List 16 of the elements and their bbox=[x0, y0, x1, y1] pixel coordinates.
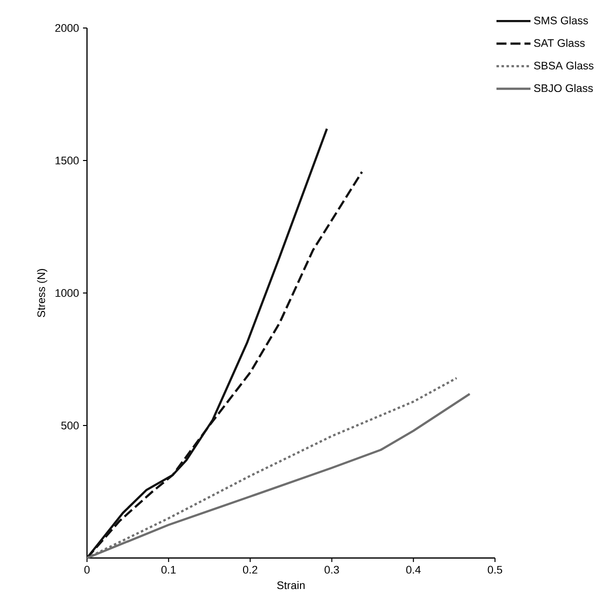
legend-label: SAT Glass bbox=[534, 38, 585, 47]
x-axis-title: Strain bbox=[277, 581, 305, 590]
y-tick-label: 1000 bbox=[56, 289, 79, 297]
x-tick-label: 0 bbox=[84, 566, 90, 574]
x-tick-label: 0.1 bbox=[161, 566, 176, 574]
legend-label: SBSA Glass bbox=[534, 61, 594, 70]
x-tick-label: 0.5 bbox=[488, 566, 502, 574]
legend-label: SBJO Glass bbox=[534, 84, 593, 92]
y-tick-label: 1500 bbox=[56, 156, 79, 164]
x-tick-label: 0.3 bbox=[324, 566, 339, 574]
x-tick-label: 0.4 bbox=[406, 566, 421, 574]
y-axis-title: Stress (N) bbox=[37, 269, 48, 318]
y-tick-label: 500 bbox=[61, 422, 79, 430]
legend-label: SMS Glass bbox=[534, 16, 588, 24]
y-tick-label: 2000 bbox=[55, 24, 79, 32]
x-tick-label: 0.2 bbox=[243, 566, 258, 574]
